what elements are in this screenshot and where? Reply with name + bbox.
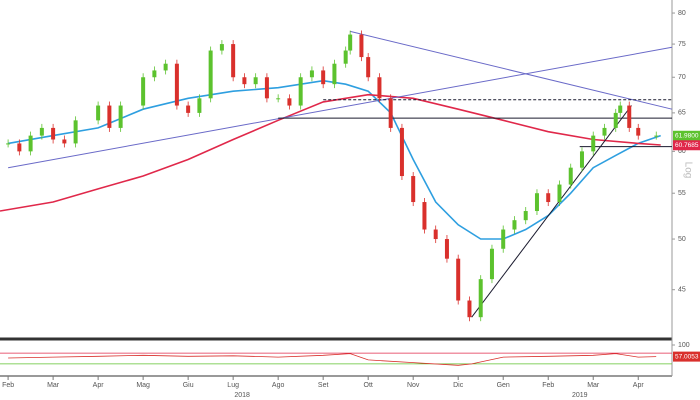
candle: [546, 193, 551, 203]
y-tick-label: 45: [678, 287, 686, 294]
candle: [186, 105, 191, 113]
x-tick-label: Dic: [453, 382, 464, 389]
candle: [6, 143, 11, 145]
candle: [107, 105, 112, 128]
candle: [366, 57, 371, 78]
x-tick-label: Mar: [587, 382, 600, 389]
rsi-tag: [673, 351, 700, 362]
candle: [636, 127, 641, 136]
rsi-tag-label: 57.0053: [675, 353, 699, 360]
trendline: [471, 105, 632, 318]
price-tag-label: 61.9800: [675, 132, 699, 139]
candle: [253, 77, 258, 85]
moving-average: [7, 79, 661, 240]
candle: [433, 229, 438, 240]
candle: [591, 135, 596, 152]
candle: [501, 229, 506, 249]
year-label: 2018: [234, 392, 250, 399]
candle: [489, 248, 494, 280]
trendline: [8, 46, 673, 169]
candle: [343, 50, 348, 64]
candle: [332, 63, 337, 85]
candle: [359, 34, 364, 58]
trendline: [350, 30, 673, 110]
candle: [298, 77, 303, 106]
candle: [579, 151, 584, 168]
x-tick-label: Feb: [2, 382, 14, 389]
candle: [399, 127, 404, 177]
candle: [163, 63, 168, 71]
candle: [444, 239, 449, 259]
candle: [422, 202, 427, 230]
candle: [613, 112, 618, 128]
candle: [523, 211, 528, 221]
x-tick-label: Mar: [47, 382, 60, 389]
candle: [96, 105, 101, 121]
candle: [39, 127, 44, 136]
x-tick-label: Nov: [407, 382, 420, 389]
candle: [208, 50, 213, 99]
candle: [73, 120, 78, 144]
candle: [534, 193, 539, 212]
candle: [174, 63, 179, 106]
candle: [602, 127, 607, 136]
y-tick-label: 65: [678, 110, 686, 117]
candle: [231, 44, 236, 78]
rsi-line: [8, 353, 657, 366]
x-tick-label: Feb: [542, 382, 554, 389]
candle: [242, 77, 247, 85]
candle: [654, 135, 659, 137]
y-tick-label: 60: [678, 148, 686, 155]
candle: [309, 70, 314, 78]
year-label: 2019: [572, 392, 588, 399]
x-tick-label: Mag: [136, 382, 150, 389]
price-tag: [673, 130, 700, 141]
x-tick-label: Ago: [272, 382, 285, 389]
candle: [627, 105, 632, 128]
candle: [568, 167, 573, 185]
x-tick-label: Ott: [364, 382, 373, 389]
y-tick-label: 70: [678, 74, 686, 81]
candle: [377, 77, 382, 99]
candle: [219, 44, 224, 51]
scale-label: Log: [682, 162, 693, 179]
candle: [618, 105, 623, 113]
candle: [512, 220, 517, 230]
x-tick-label: Apr: [633, 382, 645, 389]
x-tick-label: Gen: [497, 382, 510, 389]
candle: [348, 34, 353, 51]
candle: [287, 98, 292, 106]
candle: [197, 98, 202, 113]
y-tick-label: 55: [678, 190, 686, 197]
x-tick-label: Set: [318, 382, 329, 389]
candle: [152, 70, 157, 78]
y-tick-label: 50: [678, 236, 686, 243]
candle: [478, 279, 483, 318]
candle: [456, 258, 461, 301]
x-tick-label: Lug: [227, 382, 239, 389]
candle: [264, 77, 269, 99]
candle: [118, 105, 123, 128]
y-tick-label: 80: [678, 10, 686, 17]
candle: [62, 139, 67, 144]
candle: [276, 98, 281, 100]
candle: [411, 176, 416, 203]
candle: [51, 127, 56, 140]
moving-average: [0, 93, 661, 212]
candle: [141, 77, 146, 106]
rsi-tick-label: 100: [678, 342, 690, 349]
candle: [17, 143, 22, 152]
candle: [28, 135, 33, 152]
y-tick-label: 75: [678, 41, 686, 48]
candle: [388, 98, 393, 128]
candle: [557, 184, 562, 203]
x-tick-label: Apr: [93, 382, 105, 389]
candle: [321, 70, 326, 85]
x-tick-label: Giu: [183, 382, 194, 389]
price-tag-label: 60.7685: [675, 142, 699, 149]
candle: [467, 300, 472, 318]
price-tag: [673, 140, 700, 151]
